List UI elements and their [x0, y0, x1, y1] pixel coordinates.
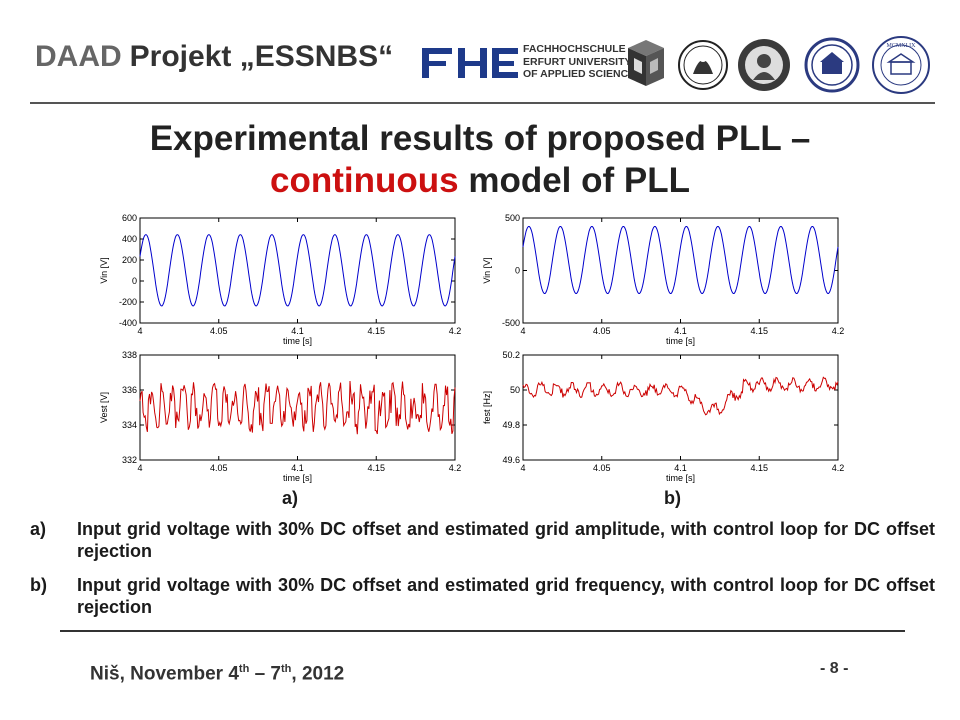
y-tick-label: -200	[119, 297, 137, 307]
x-tick-label: 4.2	[449, 463, 462, 473]
title-line-1: Experimental results of proposed PLL –	[149, 119, 811, 158]
daad-label: DAAD	[35, 40, 122, 73]
y-tick-label: 50	[510, 385, 520, 395]
y-tick-label: 50.2	[502, 350, 520, 360]
x-tick-label: 4.15	[750, 463, 768, 473]
x-axis-label: time [s]	[666, 473, 695, 483]
series-line-0	[522, 226, 839, 294]
subfig-label-b: b)	[664, 488, 681, 508]
y-tick-label: 49.8	[502, 420, 520, 430]
plot-frame	[139, 354, 456, 461]
subfig-label-a: a)	[282, 488, 299, 508]
x-tick-label: 4.2	[832, 463, 845, 473]
footer-city: Niš, November 4	[90, 663, 239, 685]
slide-title: Experimental results of proposed PLL – c…	[0, 118, 960, 202]
caption-a-key: a)	[30, 519, 47, 539]
x-axis-label: time [s]	[283, 473, 312, 483]
y-axis-label: fest [Hz]	[482, 391, 492, 424]
x-tick-label: 4.1	[674, 463, 687, 473]
caption-a-text: Input grid voltage with 30% DC offset an…	[77, 519, 935, 561]
footer-location-date: Niš, November 4th – 7th, 2012	[90, 663, 344, 685]
x-tick-label: 4.15	[367, 326, 385, 336]
y-tick-label: 600	[122, 213, 137, 223]
title-accent: continuous	[270, 161, 459, 200]
y-tick-label: 49.6	[502, 455, 520, 465]
plot-frame	[522, 354, 839, 461]
x-tick-label: 4.2	[832, 326, 845, 336]
caption-b: b) Input grid voltage with 30% DC offset…	[30, 574, 935, 618]
series-line-0	[522, 376, 839, 416]
y-axis-label: Vest [V]	[99, 392, 109, 423]
footer-year: , 2012	[291, 663, 345, 685]
fhe-text: FACHHOCHSCHULE ERFURT UNIVERSITY OF APPL…	[523, 43, 642, 81]
fhe-line-2: ERFURT UNIVERSITY	[523, 55, 632, 68]
x-tick-label: 4.1	[674, 326, 687, 336]
plot-frame	[139, 217, 456, 324]
university-novi-sad-logo: MCMXLIX	[872, 36, 930, 94]
footer-sup-1: th	[238, 663, 250, 675]
x-tick-label: 4.15	[750, 326, 768, 336]
header-title: DAAD Projekt „ESSNBS“	[35, 40, 393, 74]
y-tick-label: 336	[122, 385, 137, 395]
plot-a-top: 4 4.05 4.1 4.15 4.2 -400 -200 0 200 400 600 time [s…	[99, 213, 462, 346]
x-tick-label: 4.05	[210, 463, 228, 473]
title-rest: model of PLL	[458, 161, 690, 200]
x-tick-label: 4	[137, 463, 142, 473]
x-tick-label: 4.1	[291, 326, 304, 336]
plot-b-bottom: 4 4.05 4.1 4.15 4.2 49.6 49.8 50 50.2 time [s] fes…	[482, 350, 845, 483]
footer-dash: – 7	[249, 663, 281, 685]
caption-b-text: Input grid voltage with 30% DC offset an…	[77, 575, 935, 617]
y-tick-label: 338	[122, 350, 137, 360]
title-line-2: continuous model of PLL	[0, 160, 960, 202]
fhe-line-1: FACHHOCHSCHULE	[523, 43, 626, 55]
y-tick-label: 500	[505, 213, 520, 223]
y-tick-label: 400	[122, 234, 137, 244]
x-tick-label: 4	[520, 326, 525, 336]
university-nis-seal-logo	[738, 39, 790, 91]
project-label: Projekt „ESSNBS“	[129, 40, 394, 73]
caption-b-key: b)	[30, 575, 47, 595]
caption-a: a) Input grid voltage with 30% DC offset…	[30, 518, 935, 562]
page-number: - 8 -	[820, 660, 849, 677]
x-axis-label: time [s]	[283, 336, 312, 346]
university-seal-logo	[678, 40, 728, 90]
fhe-line-3: OF APPLIED SCIENCES	[523, 68, 643, 80]
y-tick-label: -400	[119, 318, 137, 328]
x-tick-label: 4.1	[291, 463, 304, 473]
y-tick-label: 0	[132, 276, 137, 286]
x-tick-label: 4.05	[210, 326, 228, 336]
university-banja-luka-logo	[804, 37, 860, 93]
fhe-logo	[422, 48, 518, 78]
y-tick-label: 332	[122, 455, 137, 465]
cube-logo	[628, 40, 664, 86]
x-tick-label: 4.05	[593, 326, 611, 336]
x-tick-label: 4.2	[449, 326, 462, 336]
seal-year-text: MCMXLIX	[886, 43, 916, 49]
footer-sup-2: th	[281, 663, 292, 675]
y-axis-label: Vin [V]	[99, 257, 109, 283]
y-tick-label: 0	[515, 266, 520, 276]
x-axis-label: time [s]	[666, 336, 695, 346]
y-tick-label: -500	[502, 318, 520, 328]
x-tick-label: 4.15	[367, 463, 385, 473]
x-tick-label: 4	[137, 326, 142, 336]
series-line-0	[139, 234, 456, 307]
plot-a-bottom: 4 4.05 4.1 4.15 4.2 332 334 336 338 time [s] Vest …	[99, 350, 462, 483]
x-tick-label: 4.05	[593, 463, 611, 473]
series-line-0	[139, 380, 456, 435]
y-axis-label: Vin [V]	[482, 257, 492, 283]
footer-divider	[60, 630, 905, 632]
header-divider	[30, 102, 935, 104]
plot-frame	[522, 217, 839, 324]
y-tick-label: 334	[122, 420, 137, 430]
plot-b-top: 4 4.05 4.1 4.15 4.2 -500 0 500 time [s] Vin [V]	[482, 213, 845, 346]
x-tick-label: 4	[520, 463, 525, 473]
y-tick-label: 200	[122, 255, 137, 265]
